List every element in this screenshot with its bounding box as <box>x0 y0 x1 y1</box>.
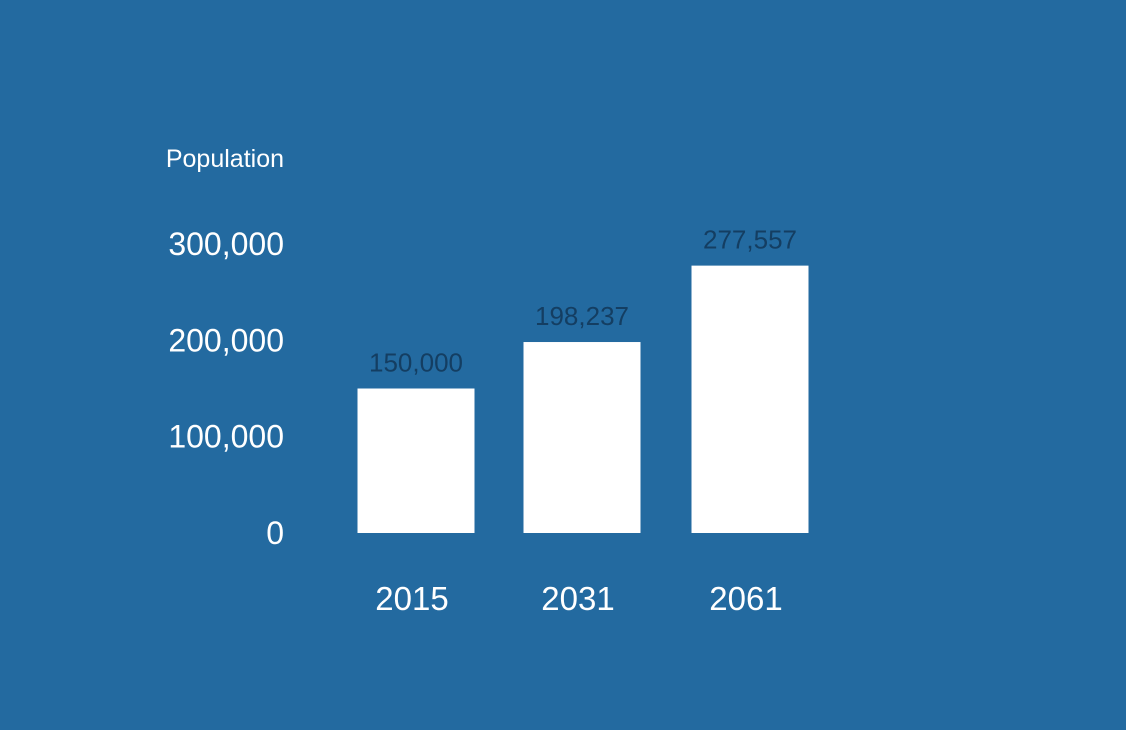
value-labels: 150,000 198,237 277,557 <box>369 225 797 378</box>
bar-value-label: 198,237 <box>535 301 629 331</box>
y-axis-label: Population <box>166 145 284 173</box>
y-tick-label: 200,000 <box>168 322 284 358</box>
bar-value-label: 150,000 <box>369 348 463 378</box>
x-tick-label: 2015 <box>375 580 448 617</box>
x-tick-label: 2031 <box>541 580 614 617</box>
y-axis-ticks: 0 100,000 200,000 300,000 <box>168 226 284 551</box>
x-tick-label: 2061 <box>709 580 782 617</box>
bar <box>357 388 475 533</box>
bars <box>357 265 809 533</box>
y-tick-label: 300,000 <box>168 226 284 262</box>
bar-value-label: 277,557 <box>703 225 797 255</box>
y-tick-label: 0 <box>266 515 284 551</box>
x-axis-ticks: 2015 2031 2061 <box>375 580 782 617</box>
y-tick-label: 100,000 <box>168 419 284 455</box>
bar <box>691 265 809 533</box>
bar <box>523 342 641 533</box>
